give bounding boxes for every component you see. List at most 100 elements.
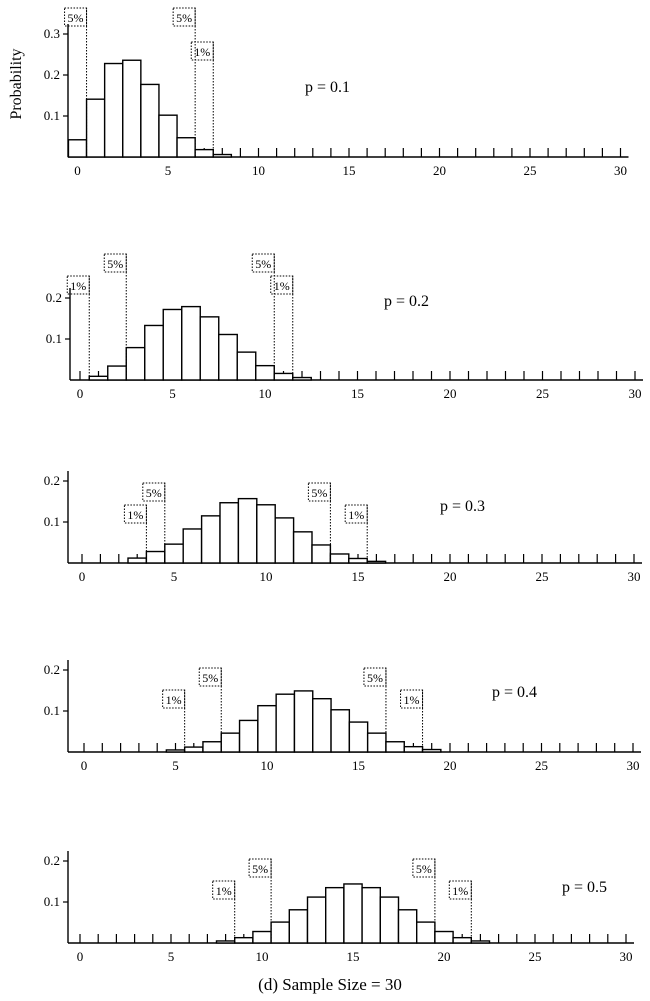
bar xyxy=(292,531,313,564)
x-tick-label: 20 xyxy=(438,949,451,964)
marker-box xyxy=(103,253,127,273)
x-tick-label: 10 xyxy=(259,386,272,401)
bar xyxy=(237,497,258,564)
bar xyxy=(183,746,204,753)
marker-box xyxy=(344,504,368,524)
bar xyxy=(145,550,166,564)
x-tick-label: 5 xyxy=(171,569,178,584)
marker-label: 5% xyxy=(176,11,192,25)
marker-label: 1% xyxy=(194,45,210,59)
y-tick-label: 0.1 xyxy=(44,703,60,718)
marker-box xyxy=(412,858,436,878)
bar xyxy=(348,557,368,564)
marker-box xyxy=(172,7,196,27)
bar xyxy=(293,690,314,753)
y-tick-label: 0.2 xyxy=(44,67,60,82)
bar xyxy=(274,517,295,564)
bar xyxy=(165,749,186,753)
x-tick-label: 30 xyxy=(627,758,640,773)
marker-label: 5% xyxy=(202,671,218,685)
bar xyxy=(361,886,382,944)
x-tick-label: 15 xyxy=(351,386,364,401)
marker-box xyxy=(64,7,88,27)
y-tick-label: 0.2 xyxy=(44,473,60,488)
marker-label: 1% xyxy=(166,693,182,707)
marker-label: 1% xyxy=(452,884,468,898)
bar xyxy=(255,364,275,381)
bar xyxy=(220,732,241,753)
marker-label: 5% xyxy=(416,862,432,876)
bar xyxy=(421,748,442,753)
y-tick-label: 0.1 xyxy=(44,894,60,909)
panel-2: 0.10.20 5 10 15 20 25 301%5% 5%1%p = 0.2 xyxy=(46,253,643,401)
bar xyxy=(238,719,259,753)
bar xyxy=(252,930,272,944)
x-tick-label: 30 xyxy=(614,163,627,178)
bar xyxy=(343,883,363,944)
marker-box xyxy=(66,275,90,295)
bar xyxy=(181,305,201,381)
bar xyxy=(257,704,277,753)
x-tick-label: 15 xyxy=(343,163,356,178)
panel-3: 0.10.20 5 10 15 20 25 301%5% 5%1% p = 0.3 xyxy=(44,471,642,584)
bar xyxy=(348,721,369,753)
marker-box xyxy=(363,667,387,687)
bar xyxy=(233,936,254,944)
bar xyxy=(256,504,276,564)
bar xyxy=(125,346,146,381)
marker-label: 5% xyxy=(107,257,123,271)
p-label: p = 0.5 xyxy=(562,879,607,896)
marker-box xyxy=(123,504,147,524)
x-tick-label: 5 xyxy=(168,949,175,964)
marker-box xyxy=(270,275,294,295)
marker-label: 5% xyxy=(68,11,84,25)
bar xyxy=(330,709,351,753)
bar xyxy=(366,732,387,753)
panel-1: 0.1 0.2 0.3 0 5 10 15 20 25 30 5% 5% 1% p = 0.1 Probab… xyxy=(8,7,629,178)
marker-box xyxy=(248,858,272,878)
bar xyxy=(194,148,214,158)
x-tick-label: 25 xyxy=(535,758,548,773)
marker-label: 1% xyxy=(70,279,86,293)
bar xyxy=(199,316,220,381)
marker-box xyxy=(212,880,236,900)
p-label: p = 0.1 xyxy=(305,79,350,96)
bar xyxy=(219,502,240,564)
bar xyxy=(292,376,312,381)
bar xyxy=(67,139,88,158)
marker-label: 1% xyxy=(216,884,232,898)
y-tick-label: 0.3 xyxy=(44,26,60,41)
marker-box xyxy=(307,482,331,502)
x-tick-label: 30 xyxy=(620,949,633,964)
p-label: p = 0.4 xyxy=(492,684,537,701)
marker-label: 5% xyxy=(367,671,383,685)
x-tick-label: 0 xyxy=(77,949,84,964)
x-tick-label: 0 xyxy=(79,569,86,584)
bar xyxy=(215,940,236,944)
bar xyxy=(397,909,418,944)
x-tick-label: 30 xyxy=(628,569,641,584)
bar xyxy=(434,930,454,944)
y-tick-label: 0.2 xyxy=(46,290,62,305)
x-tick-label: 15 xyxy=(352,569,365,584)
marker-label: 5% xyxy=(252,862,268,876)
x-tick-label: 20 xyxy=(433,163,446,178)
marker-box xyxy=(190,41,214,61)
bar xyxy=(379,896,400,944)
bar xyxy=(236,351,257,381)
panels: 0.10.20.30 5 10 15 20 25 305% 5%1%p = 0.1Probab… xyxy=(8,7,643,964)
x-tick-label: 10 xyxy=(256,949,269,964)
x-tick-label: 15 xyxy=(352,758,365,773)
figure-caption: (d) Sample Size = 30 xyxy=(258,975,402,994)
bar xyxy=(182,528,203,564)
marker-box xyxy=(448,880,472,900)
x-tick-label: 0 xyxy=(81,758,88,773)
bar xyxy=(140,83,160,158)
bar xyxy=(88,375,109,381)
bar xyxy=(122,59,142,158)
panel-4: 0.1 0.2 0 5 10 15 20 25 30 1% 5% 5% 1% p = 0.4 xyxy=(44,660,641,773)
bar xyxy=(127,557,148,564)
x-tick-label: 25 xyxy=(529,949,542,964)
bar xyxy=(212,153,233,158)
